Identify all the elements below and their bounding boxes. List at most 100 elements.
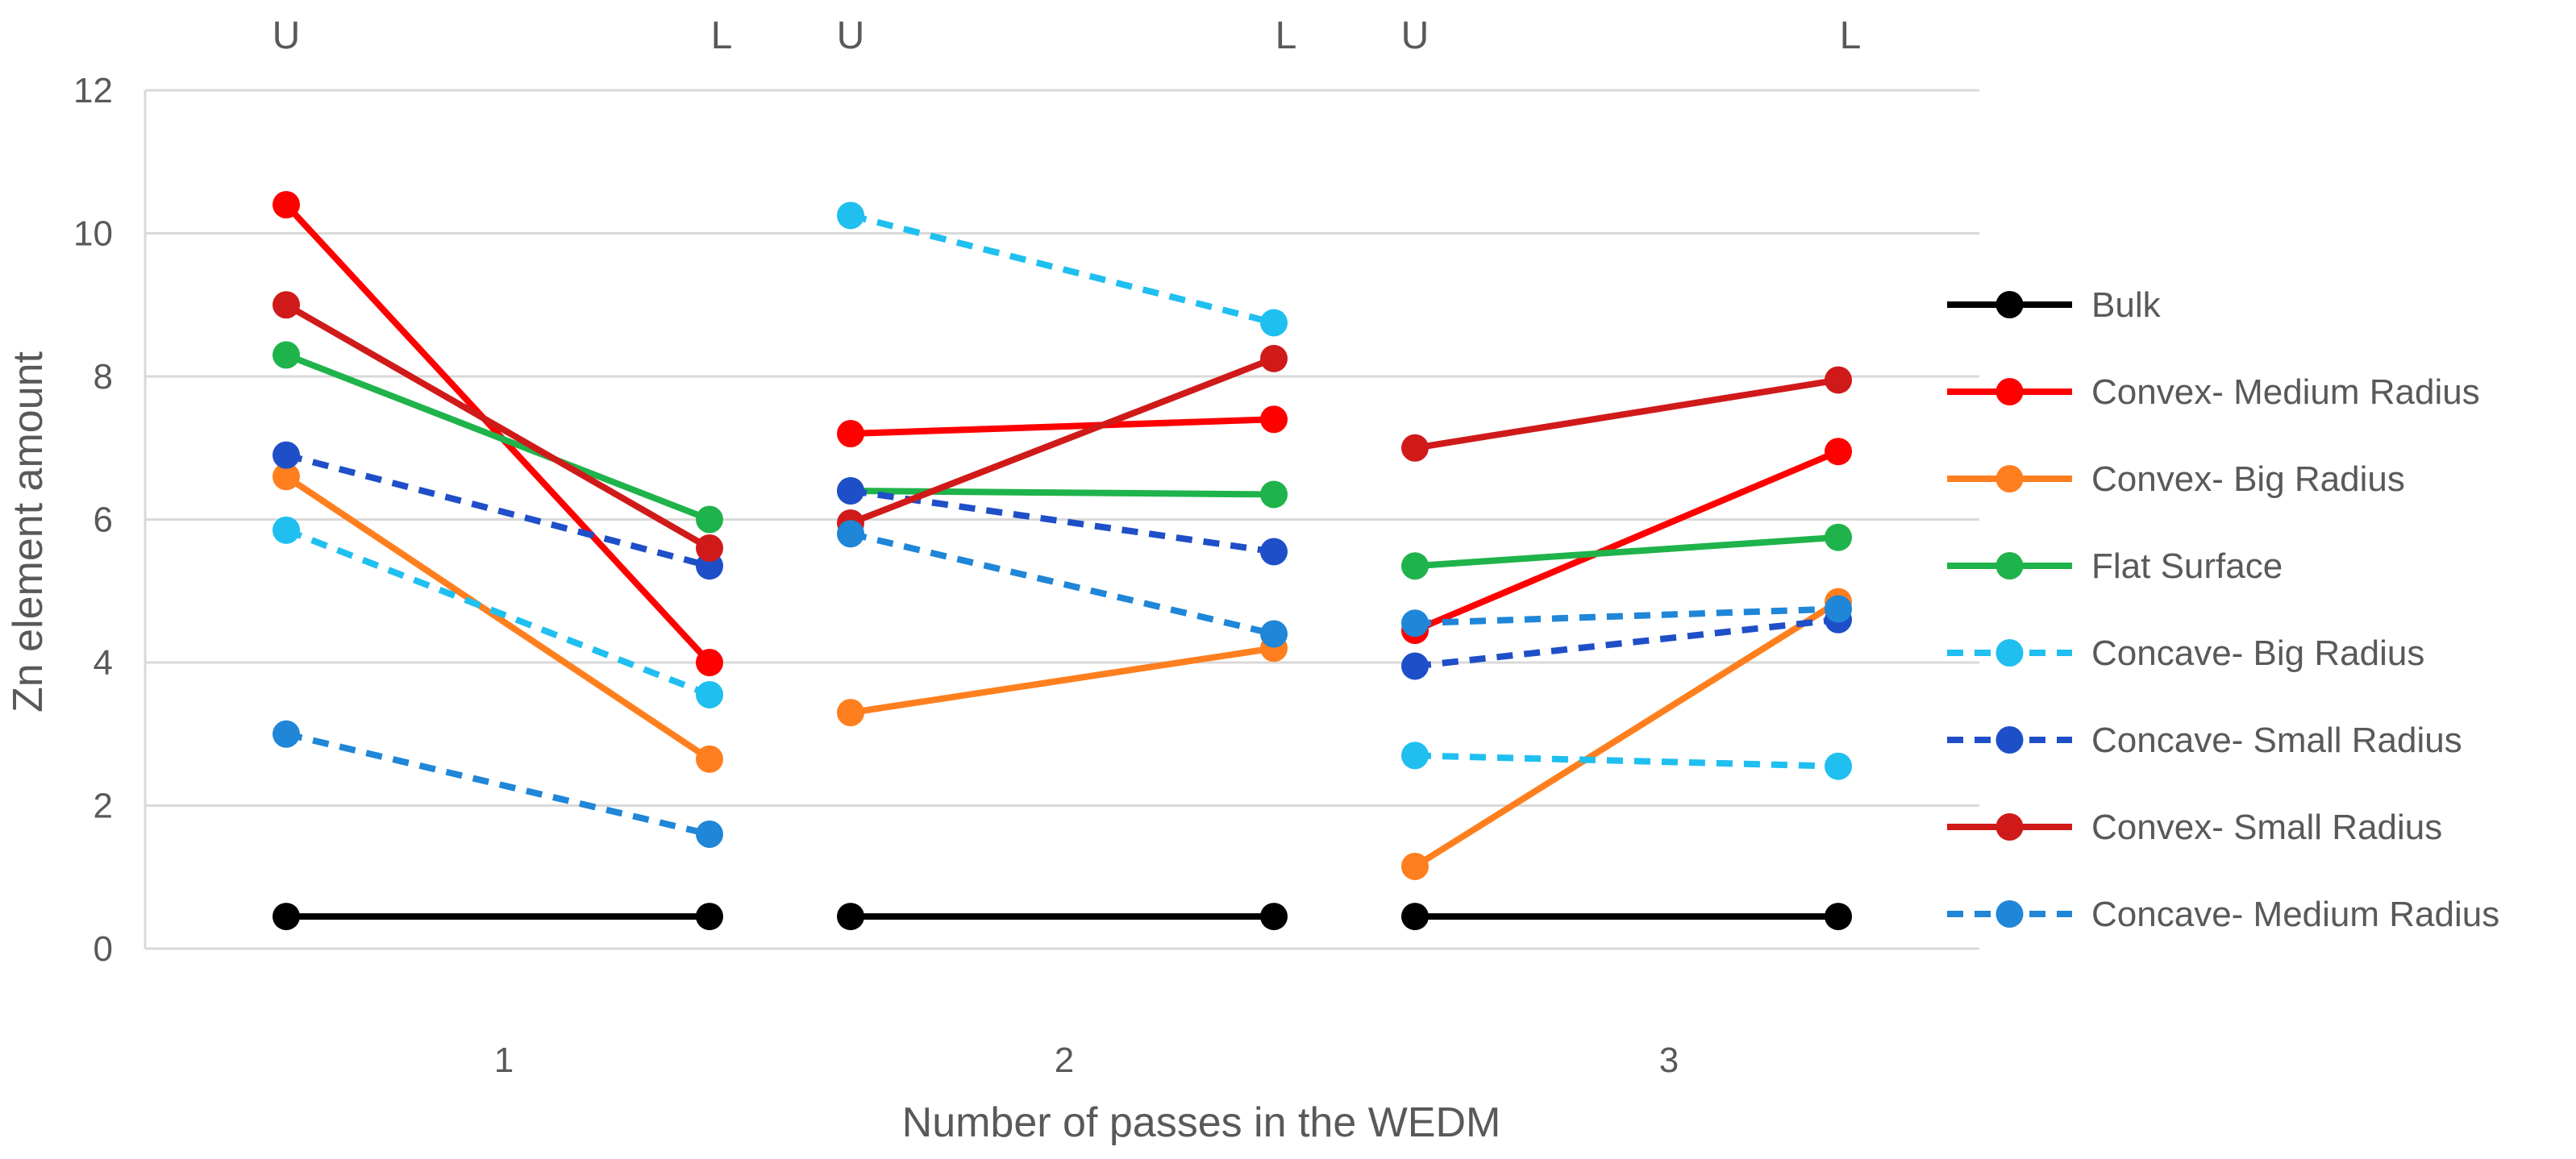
axes: 0 2 4 6 8 10 12 1 U L 2 U L 3 U L bbox=[73, 15, 1979, 1080]
series-concave-big-radius bbox=[273, 201, 1852, 780]
data-point bbox=[837, 699, 864, 727]
data-point bbox=[1260, 903, 1288, 931]
series-convex-small-radius bbox=[273, 291, 1852, 562]
series-segment bbox=[1414, 605, 1839, 627]
y-tick-label: 0 bbox=[94, 929, 113, 969]
lower-label: L bbox=[1840, 15, 1862, 57]
data-point bbox=[1260, 309, 1288, 337]
y-axis-title: Zn element amount bbox=[5, 351, 52, 712]
data-point bbox=[1260, 405, 1288, 434]
data-point bbox=[273, 516, 300, 544]
legend-item: Bulk bbox=[1947, 285, 2162, 325]
series-concave-small-radius bbox=[273, 441, 1852, 680]
legend-label: Bulk bbox=[2091, 285, 2162, 325]
data-series bbox=[273, 191, 1852, 931]
legend-item: Convex- Big Radius bbox=[1947, 459, 2405, 499]
data-point bbox=[696, 903, 723, 931]
lower-label: L bbox=[1276, 15, 1297, 57]
series-segment bbox=[283, 473, 713, 762]
legend-swatch-marker bbox=[1995, 552, 2024, 580]
x-axis-title: Number of passes in the WEDM bbox=[902, 1099, 1501, 1146]
upper-label: U bbox=[273, 15, 301, 57]
series-segment bbox=[285, 451, 711, 570]
gridlines bbox=[145, 89, 1979, 807]
legend-label: Concave- Big Radius bbox=[2091, 634, 2424, 673]
series-segment bbox=[847, 416, 1277, 437]
data-point bbox=[696, 680, 723, 708]
series-segment bbox=[1414, 752, 1839, 770]
legend-swatch-marker bbox=[1995, 900, 2024, 928]
data-point bbox=[837, 420, 864, 447]
legend-swatch-marker bbox=[1995, 813, 2024, 841]
series-concave-medium-radius bbox=[273, 520, 1852, 848]
legend-swatch-marker bbox=[1995, 291, 2024, 318]
data-point bbox=[696, 649, 723, 676]
data-point bbox=[273, 463, 300, 491]
upper-label: U bbox=[1401, 15, 1429, 57]
lower-label: L bbox=[711, 15, 733, 57]
data-point bbox=[273, 191, 300, 218]
series-segment bbox=[1412, 448, 1841, 634]
data-point bbox=[1401, 609, 1429, 638]
data-point bbox=[273, 291, 300, 319]
series-segment bbox=[283, 351, 713, 523]
series-segment bbox=[850, 530, 1275, 638]
data-point bbox=[1401, 434, 1429, 462]
legend-label: Flat Surface bbox=[2091, 546, 2283, 586]
legend-swatch-marker bbox=[1995, 726, 2024, 754]
legend-item: Flat Surface bbox=[1947, 546, 2283, 586]
x-tick-label: 1 bbox=[494, 1041, 514, 1080]
data-point bbox=[1825, 366, 1852, 394]
upper-label: U bbox=[837, 15, 865, 57]
series-segment bbox=[283, 301, 713, 551]
data-point bbox=[837, 520, 864, 548]
data-point bbox=[273, 441, 300, 469]
legend-item: Concave- Small Radius bbox=[1947, 721, 2462, 760]
data-point bbox=[1401, 652, 1429, 680]
data-point bbox=[1260, 538, 1288, 566]
y-tick-label: 8 bbox=[94, 357, 113, 397]
legend-swatch-marker bbox=[1995, 465, 2024, 492]
series-segment bbox=[285, 730, 710, 837]
series-convex-medium-radius bbox=[273, 191, 1852, 676]
series-segment bbox=[850, 212, 1275, 326]
series-segment bbox=[1412, 534, 1841, 570]
data-point bbox=[273, 720, 300, 748]
legend-item: Convex- Small Radius bbox=[1947, 808, 2442, 847]
data-point bbox=[1401, 852, 1429, 880]
data-point bbox=[273, 341, 300, 369]
data-point bbox=[1260, 344, 1288, 372]
series-bulk bbox=[273, 903, 1852, 931]
data-point bbox=[1825, 595, 1852, 623]
data-point bbox=[1401, 903, 1429, 931]
y-tick-label: 2 bbox=[94, 787, 113, 826]
x-tick-label: 3 bbox=[1659, 1041, 1679, 1080]
data-point bbox=[1260, 480, 1288, 509]
series-convex-big-radius bbox=[273, 463, 1852, 880]
legend-swatch-marker bbox=[1995, 378, 2024, 405]
data-point bbox=[1825, 438, 1852, 466]
series-segment bbox=[847, 488, 1277, 498]
legend-item: Concave- Big Radius bbox=[1947, 634, 2424, 673]
legend-swatch-marker bbox=[1995, 639, 2024, 667]
data-point bbox=[696, 820, 723, 848]
legend-label: Convex- Small Radius bbox=[2091, 808, 2442, 847]
data-point bbox=[696, 534, 723, 562]
legend-label: Concave- Small Radius bbox=[2091, 721, 2462, 760]
series-segment bbox=[847, 645, 1277, 717]
data-point bbox=[837, 903, 864, 931]
legend-label: Convex- Big Radius bbox=[2091, 459, 2405, 499]
data-point bbox=[837, 477, 864, 505]
series-segment bbox=[285, 527, 711, 698]
data-point bbox=[837, 201, 864, 230]
series-segment bbox=[1412, 598, 1841, 870]
data-point bbox=[1401, 742, 1429, 770]
data-point bbox=[1401, 552, 1429, 580]
data-point bbox=[1260, 620, 1288, 648]
y-tick-label: 12 bbox=[73, 71, 113, 110]
legend-label: Concave- Medium Radius bbox=[2091, 895, 2499, 934]
y-tick-label: 4 bbox=[94, 643, 113, 683]
legend-item: Concave- Medium Radius bbox=[1947, 895, 2499, 934]
series-segment bbox=[1412, 376, 1841, 451]
